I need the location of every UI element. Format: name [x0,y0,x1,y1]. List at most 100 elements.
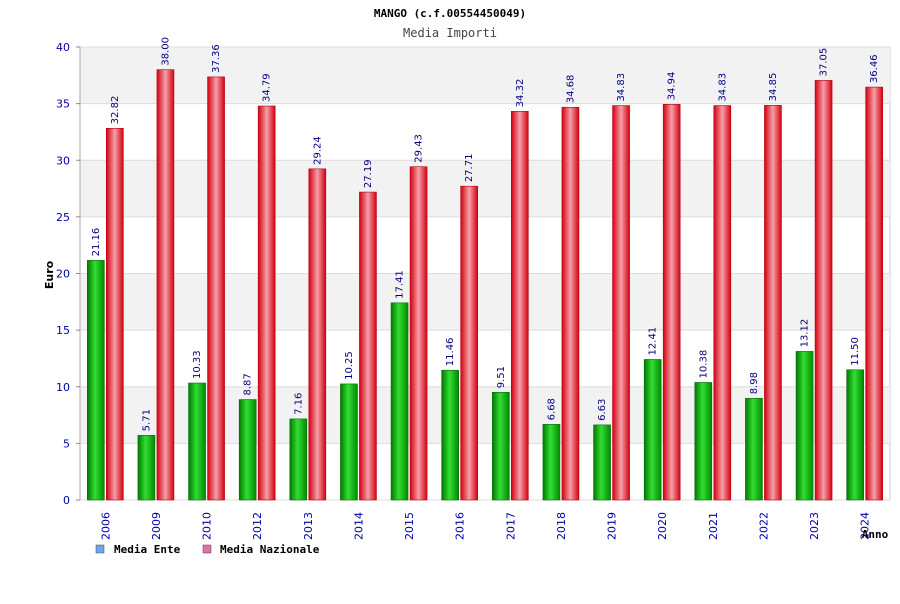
data-label-media-ente-2021: 10.38 [698,350,709,379]
bar-media-ente-2020 [643,359,662,501]
data-label-media-ente-2024: 11.50 [850,337,861,366]
bar-media-nazionale-2018 [561,106,580,501]
x-tick-label-2021: 2021 [707,512,720,540]
data-label-media-ente-2006: 21.16 [91,228,102,257]
bar-media-ente-2016 [441,369,459,501]
bar-media-nazionale-2016 [460,185,478,501]
data-label-media-nazionale-2023: 37.05 [819,48,830,77]
bar-media-ente-2012 [238,399,257,501]
bar-media-nazionale-2022 [764,105,782,501]
x-tick-label-2016: 2016 [454,512,467,540]
data-label-media-ente-2009: 5.71 [141,409,152,431]
bar-media-ente-2019 [593,424,611,501]
data-label-media-nazionale-2021: 34.83 [717,73,728,102]
bar-media-ente-2009 [137,435,156,501]
bar-media-ente-2015 [390,302,409,501]
x-tick-label-2019: 2019 [606,512,619,540]
data-label-media-ente-2013: 7.16 [293,393,304,415]
data-label-media-ente-2010: 10.33 [192,350,203,379]
y-tick-label: 0 [63,494,70,507]
bar-media-nazionale-2010 [207,76,225,501]
bar-media-nazionale-2021 [713,105,732,501]
bar-media-ente-2023 [795,351,814,501]
data-label-media-ente-2012: 8.87 [243,373,254,395]
x-tick-label-2023: 2023 [808,512,821,540]
bar-media-ente-2021 [694,382,713,501]
data-label-media-nazionale-2022: 34.85 [768,73,779,102]
data-label-media-nazionale-2006: 32.82 [110,96,121,125]
legend-swatch-media-nazionale [202,544,212,554]
bar-media-nazionale-2009 [156,69,175,501]
bar-media-ente-2006 [87,260,105,501]
bar-media-ente-2014 [340,383,358,501]
legend-label-media-nazionale: Media Nazionale [220,543,320,556]
data-label-media-nazionale-2010: 37.36 [211,44,222,73]
bar-media-nazionale-2020 [662,104,681,501]
x-axis-label: Anno [862,528,889,541]
legend-label-media-ente: Media Ente [114,543,181,556]
data-label-media-nazionale-2018: 34.68 [565,75,576,104]
data-label-media-ente-2023: 13.12 [800,319,811,348]
y-tick-label: 5 [63,437,70,450]
bar-media-nazionale-2015 [409,166,428,501]
x-tick-label-2006: 2006 [99,512,112,540]
data-label-media-ente-2022: 8.98 [749,372,760,394]
y-tick-label: 40 [56,41,70,54]
data-label-media-nazionale-2009: 38.00 [160,37,171,66]
data-label-media-ente-2014: 10.25 [344,351,355,380]
x-tick-label-2022: 2022 [757,512,770,540]
bar-media-nazionale-2013 [308,168,327,501]
bar-media-ente-2013 [289,418,308,501]
bars: 21.16 32.82 5.71 38.00 10.33 37.36 8.87 34.79 7.… [87,37,883,501]
data-label-media-ente-2016: 11.46 [445,338,456,367]
chart-title: MANGO (c.f.00554450049) [374,7,526,20]
y-tick-label: 35 [56,98,70,111]
bar-media-ente-2017 [492,391,510,501]
legend-swatch-media-ente [95,544,105,554]
y-axis-ticks: 0 5 10 15 20 25 30 35 40 [56,41,80,507]
x-tick-label-2024: 2024 [859,512,872,540]
bar-media-ente-2010 [188,382,206,501]
data-label-media-ente-2019: 6.63 [597,399,608,421]
bar-media-ente-2018 [542,424,561,501]
x-tick-label-2013: 2013 [302,512,315,540]
bar-media-ente-2024 [846,369,864,501]
x-tick-label-2017: 2017 [504,512,517,540]
data-label-media-ente-2020: 12.41 [648,327,659,356]
x-axis-ticks: 2006 2009 2010 2012 2013 2014 2015 2016 2017 2018… [99,512,871,540]
y-axis-label: Euro [43,260,56,289]
bar-media-nazionale-2014 [359,191,377,501]
data-label-media-nazionale-2024: 36.46 [869,54,880,83]
x-tick-label-2015: 2015 [403,512,416,540]
x-tick-label-2020: 2020 [656,512,669,540]
data-label-media-ente-2015: 17.41 [395,270,406,299]
x-tick-label-2018: 2018 [555,512,568,540]
data-label-media-ente-2017: 9.51 [496,366,507,388]
y-tick-label: 15 [56,324,70,337]
data-label-media-nazionale-2015: 29.43 [414,134,425,163]
x-tick-label-2012: 2012 [251,512,264,540]
data-label-media-nazionale-2014: 27.19 [363,159,374,188]
bar-media-nazionale-2017 [511,111,529,501]
y-tick-label: 20 [56,268,70,281]
legend: Media Ente Media Nazionale [95,543,320,556]
bar-media-nazionale-2006 [106,128,124,501]
bar-media-nazionale-2012 [257,105,276,501]
data-label-media-nazionale-2019: 34.83 [616,73,627,102]
y-tick-label: 10 [56,381,70,394]
data-label-media-ente-2018: 6.68 [546,398,557,420]
data-label-media-nazionale-2017: 34.32 [515,79,526,108]
y-tick-label: 30 [56,154,70,167]
data-label-media-nazionale-2013: 29.24 [312,136,323,165]
x-tick-label-2010: 2010 [201,512,214,540]
bar-media-nazionale-2023 [814,80,833,501]
chart-subtitle: Media Importi [403,26,497,40]
data-label-media-nazionale-2020: 34.94 [667,72,678,101]
bar-media-ente-2022 [745,398,763,501]
x-tick-label-2014: 2014 [352,512,365,540]
data-label-media-nazionale-2016: 27.71 [464,154,475,183]
x-tick-label-2009: 2009 [150,512,163,540]
data-label-media-nazionale-2012: 34.79 [262,73,273,102]
